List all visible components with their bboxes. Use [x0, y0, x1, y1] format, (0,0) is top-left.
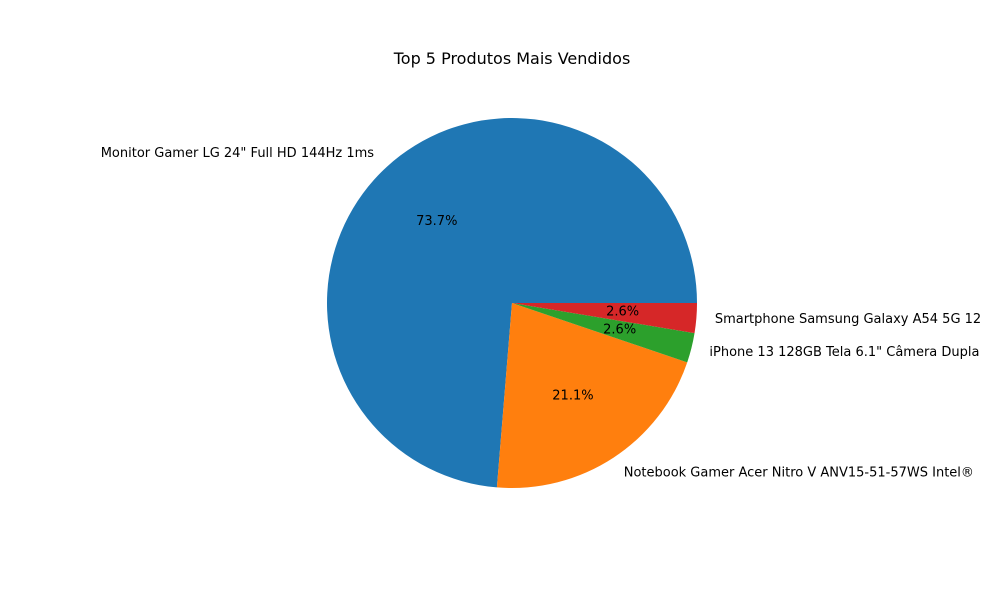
slice-percent-label-1: 21.1%: [552, 388, 593, 403]
pie-labels: 73.7% Monitor Gamer LG 24" Full HD 144Hz …: [101, 146, 981, 481]
pie-slice-1: [496, 303, 688, 489]
slice-category-label-1: Notebook Gamer Acer Nitro V ANV15-51-57W…: [624, 466, 974, 481]
slice-percent-label-0: 73.7%: [416, 214, 457, 229]
pie-slice-2: [512, 303, 695, 363]
slice-category-label-0: Monitor Gamer LG 24" Full HD 144Hz 1ms: [101, 146, 375, 161]
slice-category-label-2: iPhone 13 128GB Tela 6.1" Câmera Dupla: [709, 345, 979, 360]
pie-slices: [327, 118, 697, 489]
slice-percent-label-2: 2.6%: [603, 322, 636, 337]
chart-title: Top 5 Produtos Mais Vendidos: [393, 49, 631, 68]
pie-slice-0: [327, 118, 697, 488]
pie-slice-3: [512, 303, 697, 334]
slice-category-label-3: Smartphone Samsung Galaxy A54 5G 12: [715, 312, 981, 327]
slice-percent-label-3: 2.6%: [606, 305, 639, 320]
